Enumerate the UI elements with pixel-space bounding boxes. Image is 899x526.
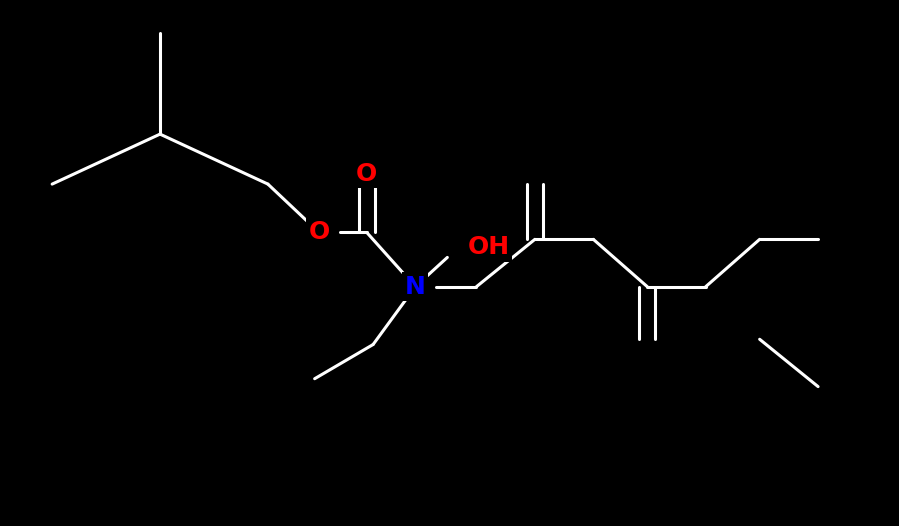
Text: O: O xyxy=(356,161,378,186)
Text: O: O xyxy=(308,220,330,245)
Text: OH: OH xyxy=(467,235,510,259)
Text: N: N xyxy=(405,275,426,299)
